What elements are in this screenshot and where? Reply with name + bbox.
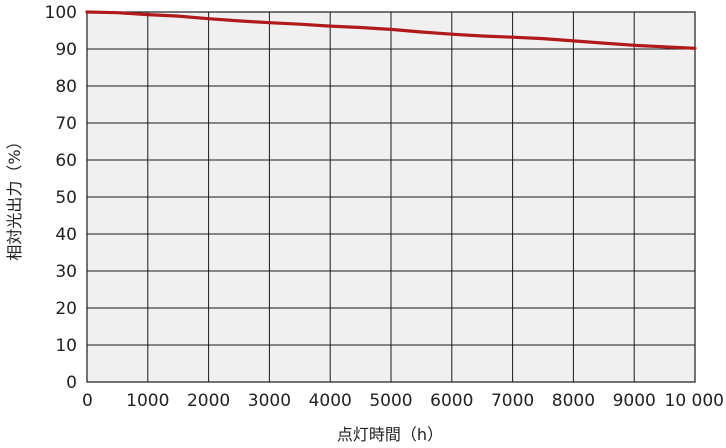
y-tick-label: 100 [45, 3, 77, 23]
x-tick-labels: 0 1000 2000 3000 4000 5000 6000 7000 8000 9000 10 … [82, 391, 724, 411]
series-line [85, 10, 697, 50]
x-tick-label: 1000 [126, 391, 169, 411]
y-tick-label: 0 [66, 373, 77, 393]
x-tick-label: 4000 [309, 391, 352, 411]
x-tick-label: 5000 [369, 391, 412, 411]
y-tick-label: 30 [55, 262, 77, 282]
x-tick-label: 8000 [552, 391, 595, 411]
y-tick-label: 90 [55, 40, 77, 60]
x-tick-label: 7000 [491, 391, 534, 411]
y-tick-label: 50 [55, 188, 77, 208]
y-tick-label: 20 [55, 299, 77, 319]
x-tick-label: 10 000 [665, 391, 724, 411]
x-axis-title: 点灯時間（h） [337, 425, 443, 444]
y-tick-label: 80 [55, 77, 77, 97]
y-axis-title: 相対光出力（%） [5, 133, 24, 260]
y-tick-label: 10 [55, 336, 77, 356]
x-tick-label: 3000 [248, 391, 291, 411]
y-tick-label: 70 [55, 114, 77, 134]
series-lines [85, 10, 697, 50]
y-tick-labels: 0 10 20 30 40 50 60 70 80 90 100 [45, 3, 77, 393]
plot-frame [86, 11, 696, 383]
x-tick-label: 0 [82, 391, 93, 411]
y-tick-label: 40 [55, 225, 77, 245]
x-tick-label: 9000 [613, 391, 656, 411]
grid [86, 11, 696, 383]
x-tick-label: 6000 [430, 391, 473, 411]
y-tick-label: 60 [55, 151, 77, 171]
x-tick-label: 2000 [187, 391, 230, 411]
